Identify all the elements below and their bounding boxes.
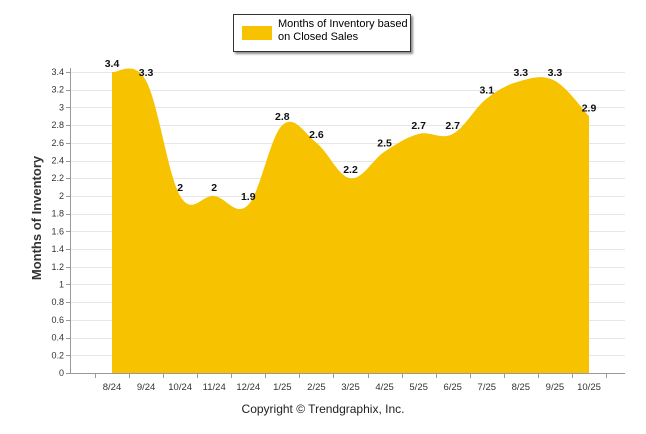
data-label: 2: [177, 182, 183, 194]
axes: [66, 68, 625, 378]
y-tick-label: 2.6: [51, 138, 64, 148]
x-tick-label: 9/24: [137, 382, 156, 393]
data-label: 2.9: [582, 102, 597, 114]
data-labels: 3.4 3.3 2 2 1.9 2.8 2.6 2.2 2.5 2.7 2.7 3.1 3.3 3.3 2.…: [105, 58, 597, 203]
x-tick-label: 10/25: [577, 382, 601, 393]
y-tick-label: 1.2: [51, 262, 64, 272]
x-tick-label: 2/25: [307, 382, 326, 393]
data-label: 2.6: [309, 129, 324, 141]
x-tick-label: 6/25: [443, 382, 462, 393]
y-tick-label: 3.2: [51, 85, 64, 95]
y-tick-label: 3: [59, 102, 64, 112]
x-tick-label: 12/24: [236, 382, 260, 393]
legend-label: Months of Inventory based on Closed Sale…: [278, 18, 408, 43]
x-tick-label: 3/25: [341, 382, 360, 393]
data-label: 3.4: [105, 58, 120, 70]
y-tick-label: 0.6: [51, 315, 64, 325]
data-label: 2.8: [275, 111, 290, 123]
x-tick-labels: 8/24 9/24 10/24 11/24 12/24 1/25 2/25 3/25 4/25 5…: [103, 382, 601, 393]
y-tick-label: 0.4: [51, 333, 64, 343]
y-axis-label: Months of Inventory: [29, 155, 44, 280]
y-tick-label: 2: [59, 191, 64, 201]
y-tick-label: 0.2: [51, 350, 64, 360]
data-label: 3.1: [479, 85, 494, 97]
y-tick-label: 2.2: [51, 173, 64, 183]
data-label: 2.7: [445, 120, 460, 132]
x-tick-label: 4/25: [375, 382, 394, 393]
x-tick-label: 5/25: [409, 382, 428, 393]
y-tick-label: 1.6: [51, 226, 64, 236]
y-tick-label: 2.4: [51, 156, 64, 166]
legend-swatch: [242, 26, 272, 40]
data-label: 3.3: [548, 67, 563, 79]
copyright-footer: Copyright © Trendgraphix, Inc.: [241, 402, 405, 416]
y-tick-label: 0: [59, 368, 64, 378]
y-tick-label: 1.8: [51, 209, 64, 219]
data-label: 2: [211, 182, 217, 194]
data-label: 2.7: [411, 120, 426, 132]
y-tick-labels: 0 0.2 0.4 0.6 0.8 1 1.2 1.4 1.6 1.8 2 2.2 2.4 2.6 2.8 3…: [51, 67, 64, 378]
data-label: 3.3: [514, 67, 529, 79]
x-tick-label: 11/24: [203, 382, 226, 393]
y-tick-label: 1: [59, 279, 64, 289]
x-tick-label: 8/25: [512, 382, 531, 393]
legend: Months of Inventory based on Closed Sale…: [233, 14, 411, 52]
y-tick-label: 0.8: [51, 297, 64, 307]
x-tick-label: 8/24: [103, 382, 122, 393]
x-tick-label: 9/25: [546, 382, 565, 393]
data-label: 2.5: [377, 138, 392, 150]
y-tick-label: 2.8: [51, 120, 64, 130]
data-label: 1.9: [241, 191, 256, 203]
y-tick-label: 1.4: [51, 244, 64, 254]
data-label: 2.2: [343, 164, 358, 176]
x-tick-label: 1/25: [273, 382, 292, 393]
y-tick-label: 3.4: [51, 67, 64, 77]
series-area: [112, 68, 589, 373]
data-label: 3.3: [139, 67, 154, 79]
x-tick-label: 10/24: [168, 382, 192, 393]
x-tick-label: 7/25: [478, 382, 497, 393]
